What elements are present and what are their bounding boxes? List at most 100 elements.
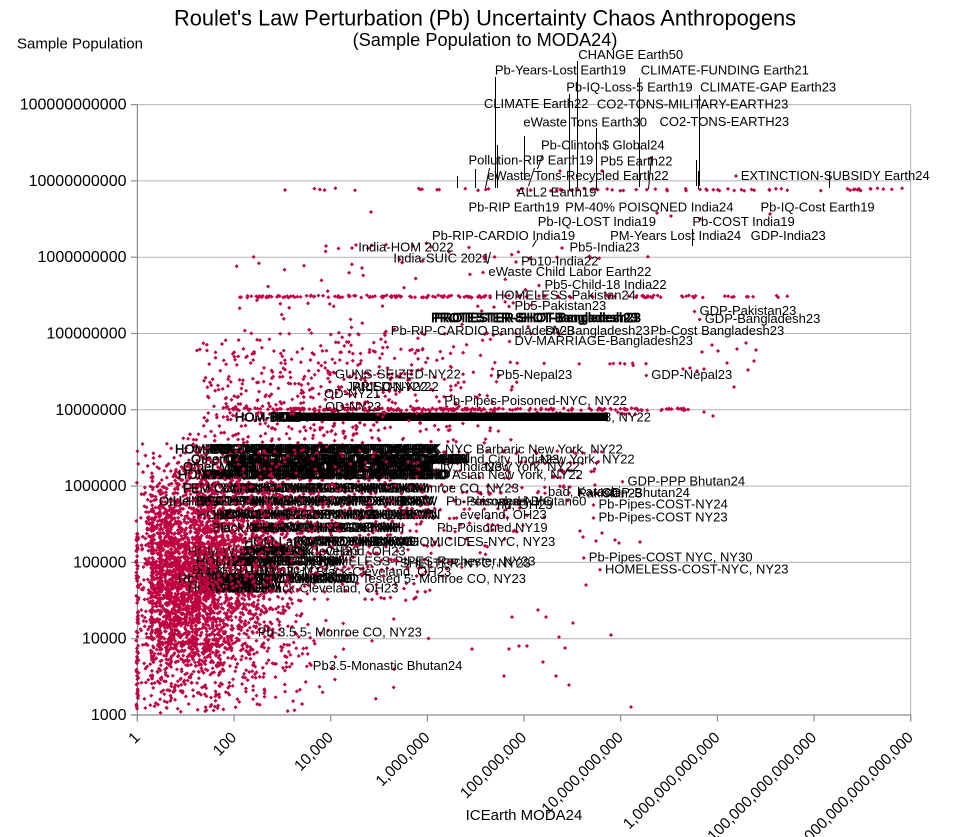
svg-text:Pb10-India22: Pb10-India22 [521,254,598,269]
svg-text:HOM-18+M Black-Cleveland, OH23: HOM-18+M Black-Cleveland, OH23 [245,564,451,579]
svg-text:XMHBNKWOMHRBGDKPNMHWBHOM: XMHBNKWOMHRBGDKPNMHWBHOM [222,480,425,495]
svg-text:eWaste Tons-Recycled Earth22: eWaste Tons-Recycled Earth22 [487,168,668,183]
svg-text:bad, Karachi,: bad, Karachi, [548,484,625,499]
svg-text:eWaste Child Labor Earth22: eWaste Child Labor Earth22 [489,264,652,279]
svg-text:HOM-RO: HOM-RO [175,442,229,457]
svg-text:OD-NY21: OD-NY21 [324,386,380,401]
svg-text:1000000000: 1000000000 [38,249,127,266]
svg-text:ICEarth MODA24: ICEarth MODA24 [466,807,583,824]
svg-text:OMHRBGDK: OMHRBGDK [246,544,314,559]
svg-text:Pb-IQ-Loss-5 Earth19: Pb-IQ-Loss-5 Earth19 [566,80,692,95]
svg-text:Roulet's Law Perturbation (Pb): Roulet's Law Perturbation (Pb) Uncertain… [174,5,796,30]
svg-text:SHELTER-NYC, NY23: SHELTER-NYC, NY23 [400,556,531,571]
svg-text:Pb-IQ-Cost Earth19: Pb-IQ-Cost Earth19 [761,200,875,215]
svg-text:OD-NY23: OD-NY23 [325,399,381,414]
svg-text:GDP-Nepal23: GDP-Nepal23 [651,367,732,382]
svg-text:KWNPRDXMHBNKWO: KWNPRDXMHBNKWO [294,534,413,549]
svg-text:KWNPRDXMHBNKWOMHRBGDKPNMHWBHO: KWNPRDXMHBNKWOMHRBGDKPNMHWBHO [204,467,448,482]
svg-text:3, NY22: 3, NY22 [604,410,651,425]
svg-text:EXTINCTION-SUBSIDY Earth24: EXTINCTION-SUBSIDY Earth24 [741,168,930,183]
svg-text:Pb5-India23: Pb5-India23 [570,239,640,254]
svg-text:HOM: HOM [274,409,301,424]
svg-text:1000000: 1000000 [64,478,126,495]
svg-text:NPRDXMHBNKWOMHRBGDKPNMHW: NPRDXMHBNKWOMHRBGDKPNMHW [230,459,433,474]
svg-text:MHBNKWOMHRBGDKPNMH: MHBNKWOMHRBGDKPNMH [246,520,398,535]
svg-text:(Sample Population to MODA24): (Sample Population to MODA24) [353,30,618,50]
svg-text:KWNPRDXMHBNKWO: KWNPRDXMHBNKWO [300,534,419,549]
svg-text:HOMELESS-COST-NYC, NY23: HOMELESS-COST-NYC, NY23 [605,561,789,576]
svg-text:KWNPRDXMHBNKWOMHRBGDKPNMHWBHO: KWNPRDXMHBNKWOMHRBGDKPNMHWBHO [206,467,450,482]
svg-text:DV-Bangladesh23: DV-Bangladesh23 [545,323,650,338]
svg-text:NYC Barbaric New York, NY22: NYC Barbaric New York, NY22 [445,442,623,457]
svg-text:Pb-Pipes-COST NY23: Pb-Pipes-COST NY23 [599,510,728,525]
svg-text:Pb-Poisoned NY19: Pb-Poisoned NY19 [437,520,548,535]
svg-text:1000: 1000 [91,707,127,724]
svg-text:10000000000: 10000000000 [29,173,127,190]
svg-text:New York, NY22: New York, NY22 [485,459,580,474]
svg-text:Pb-Years-Lost Earth19: Pb-Years-Lost Earth19 [495,63,626,78]
svg-text:Pb5-Pakistan23: Pb5-Pakistan23 [515,298,607,313]
svg-text:HOMELESS-PIPES-Rochester, NY23: HOMELESS-PIPES-Rochester, NY23 [318,554,535,569]
svg-text:KWNPRDXMHBNKWOMHRBGDKPNMHWBHO: KWNPRDXMHBNKWOMHRBGDKPNMHWBHO [202,467,446,482]
svg-text:XMHBNKWOMHRBGDKPNMHWBHOM: XMHBNKWOMHRBGDKPNMHWBHOM [219,481,422,496]
svg-text:New York, NY22: New York, NY22 [540,452,635,467]
svg-text:PM-Years Lost India24: PM-Years Lost India24 [610,228,741,243]
svg-text:Pb-Clinton$ Global24: Pb-Clinton$ Global24 [541,138,665,153]
svg-text:OtHe: OtHe [159,494,189,509]
svg-text:DV-MARRIAGE-Bangladesh23: DV-MARRIAGE-Bangladesh23 [515,333,693,348]
svg-text:CHANGE Earth50: CHANGE Earth50 [578,47,683,62]
svg-text:HBNKWOMHRBGDKPNMHWBHOMBKWN: HBNKWOMHRBGDKPNMHWBHOMBKWN [216,507,437,522]
svg-text:HOMELESS-Pakistan24: HOMELESS-Pakistan24 [495,288,636,303]
svg-text:Tested 5- Monroe CO, NY23: Tested 5- Monroe CO, NY23 [362,571,526,586]
svg-text:GDP-India23: GDP-India23 [751,228,826,243]
svg-text:CLIMATE-GAP Earth23: CLIMATE-GAP Earth23 [700,80,836,95]
svg-text:Pb-RIP Earth19: Pb-RIP Earth19 [469,200,560,215]
svg-text:10000000: 10000000 [55,402,126,419]
svg-text:leveland, OH23: leveland, OH23 [316,544,406,559]
svg-text:Pakistan23: Pakistan23 [578,486,642,501]
svg-text:Pb-3.5 5- Monroe CO, NY23: Pb-3.5 5- Monroe CO, NY23 [258,625,422,640]
svg-text:India-SUIC 2021: India-SUIC 2021 [393,251,489,266]
svg-text:Pb-COST India19: Pb-COST India19 [692,214,794,229]
svg-text:GDP-Pakistan23: GDP-Pakistan23 [700,303,797,318]
svg-text:10000: 10000 [82,631,127,648]
svg-text:Black: Black [212,520,244,535]
svg-text:GDP-Bhutan24: GDP-Bhutan24 [602,485,690,500]
svg-text:100000: 100000 [73,554,126,571]
svg-text:Pollution-RIP Earth19: Pollution-RIP Earth19 [469,153,594,168]
svg-text:GUNS-SEIZED-NY22: GUNS-SEIZED-NY22 [335,366,461,381]
svg-text:India-HOM 2022: India-HOM 2022 [358,239,453,254]
svg-text:eveland, OH23: eveland, OH23 [460,507,547,522]
svg-text:Pb-Pipes-Poisoned-NYC, NY22: Pb-Pipes-Poisoned-NYC, NY22 [444,393,627,408]
svg-text:HRBGDKPNMHWBHOMBKWNPRDXMHBNKW: HRBGDKPNMHWBHOMBKWNPRDXMHBNKW [194,494,438,509]
svg-text:Pb-Cost Bangladesh23: Pb-Cost Bangladesh23 [651,323,785,338]
svg-text:HBNKWOMHRBGDKPNMHWBHOMBKWN: HBNKWOMHRBGDKPNMHWBHOMBKWN [213,507,434,522]
svg-text:PM-40% POISONED India24: PM-40% POISONED India24 [565,200,733,215]
svg-text:JAILED-NY22: JAILED-NY22 [347,379,428,394]
svg-text:Sample Population: Sample Population [17,35,143,52]
svg-text:GDP-Bangladesh23: GDP-Bangladesh23 [705,311,821,326]
svg-text:-Black-Cleveland, OH23: -Black-Cleveland, OH23 [259,581,398,596]
svg-text:HBNKWOMHRBGDKPNMHWBHOMBKWN: HBNKWOMHRBGDKPNMHWBHOMBKWN [219,507,440,522]
svg-text:CLIMATE-FUNDING Earth21: CLIMATE-FUNDING Earth21 [641,63,809,78]
svg-text:Pb-Pipes-COST NYC, NY30: Pb-Pipes-COST NYC, NY30 [589,550,753,565]
svg-text:XMHBNKWOMHRBGDKPNMHWBHOM: XMHBNKWOMHRBGDKPNMHWBHOM [225,481,428,496]
svg-text:100000000000: 100000000000 [20,97,127,114]
svg-text:Pb-RIP-CARDIO India19: Pb-RIP-CARDIO India19 [432,228,575,243]
svg-text:Pb-Poisoned-NYC: Pb-Poisoned-NYC [446,494,552,509]
svg-text:PROTESTER-SHOT-Bangladesh23: PROTESTER-SHOT-Bangladesh23 [431,310,638,325]
svg-text:Pb-Pipes-COST-NY24: Pb-Pipes-COST-NY24 [599,497,728,512]
svg-text:CLIMATE Earth22: CLIMATE Earth22 [484,96,589,111]
svg-text:WNPRDXM: WNPRDXM [214,581,274,596]
svg-text:PRISON-NY22: PRISON-NY22 [352,379,439,394]
svg-text:eWaste Tons Earth30: eWaste Tons Earth30 [523,115,647,130]
svg-text:PROTESTER-SHOT-Bangladesh23: PROTESTER-SHOT-Bangladesh23 [434,310,641,325]
svg-text:Pb-IQ-LOST India19: Pb-IQ-LOST India19 [538,214,656,229]
svg-text:GDP-PPP Bhutan24: GDP-PPP Bhutan24 [628,473,746,488]
svg-text:Pb5-Nepal23: Pb5-Nepal23 [496,367,572,382]
svg-text:Asian New York, NY22: Asian New York, NY22 [452,467,583,482]
svg-text:100000000: 100000000 [46,326,126,343]
svg-text:nd, OH23: nd, OH23 [497,497,553,512]
svg-text:FBL24 Monroe CO, NY23: FBL24 Monroe CO, NY23 [370,481,519,496]
svg-text:CO2-TONS-EARTH23: CO2-TONS-EARTH23 [660,114,790,129]
